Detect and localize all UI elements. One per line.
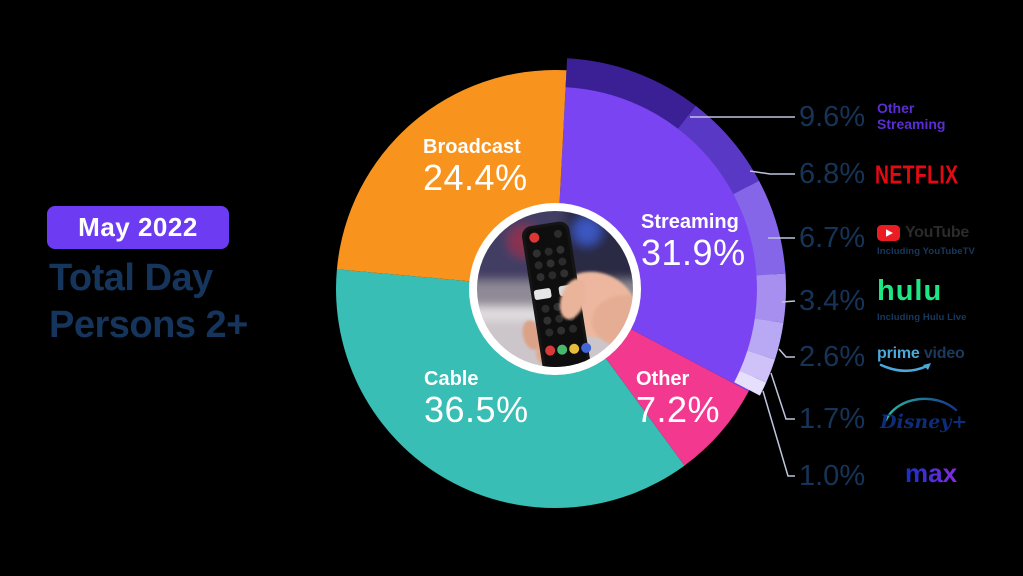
pct-youtube: 6.7%	[799, 222, 866, 254]
hulu-logo: hulu	[877, 275, 943, 307]
other-streaming-line1: Other	[877, 100, 915, 116]
connector-line-6	[762, 390, 795, 477]
netflix-logo: NETFLIX	[875, 160, 959, 190]
cable-name: Cable	[424, 368, 479, 390]
other-streaming-label: Other Streaming	[877, 100, 945, 132]
pct-netflix: 6.8%	[799, 158, 866, 190]
pct-hulu: 3.4%	[799, 285, 866, 317]
other-value: 7.2%	[636, 389, 721, 430]
disney-wordmark: Disney+	[879, 411, 966, 433]
max-logo: max	[905, 459, 958, 488]
youtube-wordmark: YouTube	[905, 224, 969, 241]
ring-disney+	[739, 350, 775, 383]
other-name: Other	[636, 368, 690, 390]
title-line-1: Total Day	[49, 257, 213, 299]
streaming-value: 31.9%	[641, 232, 746, 273]
hulu-caption: Including Hulu Live	[877, 312, 967, 323]
pct-other-streaming: 9.6%	[799, 101, 866, 133]
prime-wordmark: prime	[877, 345, 920, 362]
other-streaming-line2: Streaming	[877, 116, 946, 132]
ring-netflix	[678, 105, 759, 195]
disney-plus-logo: Disney+	[879, 397, 966, 433]
youtube-logo: YouTube	[877, 224, 969, 242]
ring-hulu	[754, 273, 787, 323]
broadcast-name: Broadcast	[423, 136, 521, 158]
connector-line-4	[778, 348, 795, 358]
ring-youtube	[733, 180, 786, 276]
youtube-play-icon	[877, 225, 900, 241]
period-badge: May 2022	[47, 206, 229, 249]
thumb	[559, 278, 587, 320]
remote-photo	[469, 203, 641, 375]
pct-max: 1.0%	[799, 460, 866, 492]
pct-disney-plus: 1.7%	[799, 403, 866, 435]
ring-other-streaming	[565, 58, 696, 129]
max-wordmark: max	[905, 459, 958, 488]
youtube-caption: Including YouTubeTV	[877, 246, 975, 257]
remote-photo-art	[469, 203, 641, 375]
slice-label-other: Other 7.2%	[636, 368, 720, 430]
ring-prime-video	[747, 318, 784, 360]
page-title: Total Day Persons 2+	[49, 255, 248, 349]
slice-label-cable: Cable 36.5%	[424, 368, 529, 430]
slice-cable	[336, 269, 685, 508]
slice-label-streaming: Streaming 31.9%	[641, 211, 746, 273]
cable-value: 36.5%	[424, 389, 529, 430]
slice-label-broadcast: Broadcast 24.4%	[423, 136, 528, 198]
streaming-name: Streaming	[641, 211, 739, 233]
video-wordmark: video	[923, 345, 965, 362]
connector-line-5	[770, 372, 795, 420]
prime-video-logo: prime video	[877, 345, 965, 363]
prime-smile-icon	[879, 363, 931, 373]
connector-line-3	[781, 300, 796, 303]
ring-max	[734, 370, 767, 396]
title-line-2: Persons 2+	[49, 304, 248, 346]
connector-line-1	[749, 170, 795, 175]
pct-prime-video: 2.6%	[799, 341, 866, 373]
broadcast-value: 24.4%	[423, 157, 528, 198]
